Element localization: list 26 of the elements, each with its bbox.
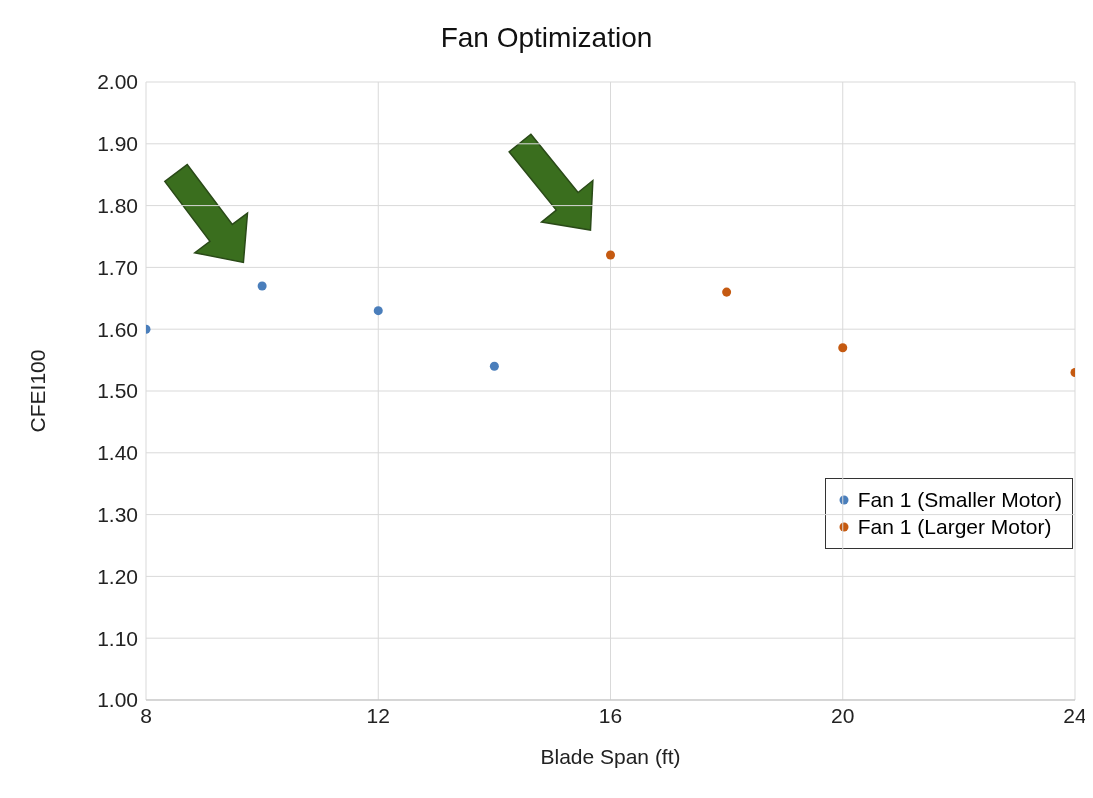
point: [489, 361, 499, 371]
x-tick-label: 20: [831, 703, 855, 727]
point: [722, 287, 732, 297]
y-tick-label: 1.90: [97, 132, 138, 156]
y-tick-label: 1.80: [97, 194, 138, 218]
y-tick-label: 1.20: [97, 564, 138, 588]
y-tick-label: 1.60: [97, 317, 138, 341]
y-tick-label: 1.40: [97, 441, 138, 465]
y-tick-label: 1.30: [97, 503, 138, 527]
y-tick-label: 1.70: [97, 255, 138, 279]
x-tick-label: 8: [140, 703, 152, 727]
chart-title: Fan Optimization: [439, 22, 654, 54]
point: [605, 250, 616, 260]
point: [257, 281, 267, 291]
x-tick-label: 12: [366, 703, 390, 727]
point: [838, 343, 848, 353]
legend-label: Fan 1 (Smaller Motor): [857, 488, 1062, 512]
legend-label: Fan 1 (Larger Motor): [857, 515, 1052, 539]
point: [373, 306, 383, 316]
x-tick-label: 16: [598, 703, 623, 727]
y-tick-label: 1.50: [97, 379, 138, 403]
x-axis-title: Blade Span (ft): [540, 745, 681, 768]
y-axis-title: CFEI100: [26, 349, 50, 433]
y-tick-label: 1.00: [97, 688, 138, 712]
y-tick-label: 1.10: [97, 626, 138, 650]
y-tick-label: 2.00: [97, 70, 138, 94]
